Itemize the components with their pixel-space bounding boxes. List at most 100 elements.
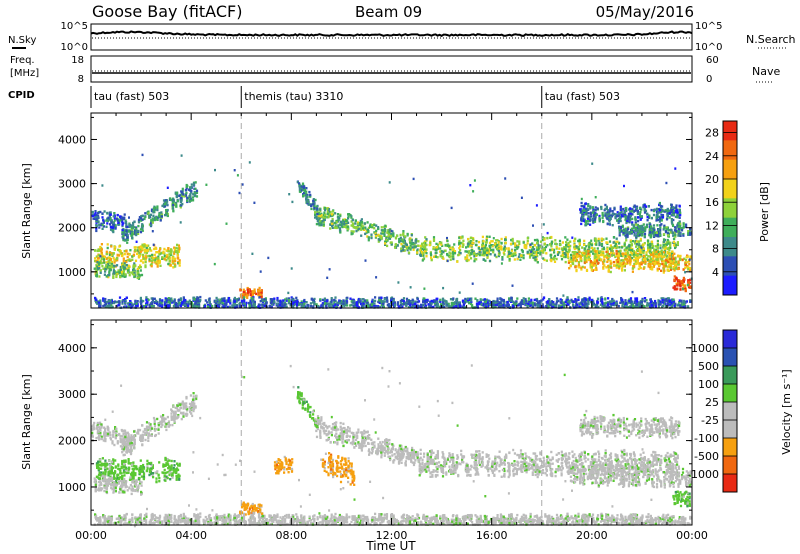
echo-cell	[323, 216, 326, 220]
echo-cell	[581, 251, 584, 254]
echo-cell	[102, 225, 105, 228]
echo-cell	[638, 226, 641, 229]
echo-cell	[636, 260, 639, 263]
echo-cell	[607, 265, 610, 268]
echo-cell	[621, 265, 624, 268]
echo-cell	[618, 241, 621, 245]
echo-cell	[580, 268, 583, 271]
echo-cell	[506, 255, 509, 258]
echo-cell	[112, 230, 115, 234]
echo-cell	[458, 239, 461, 243]
echo-cell	[581, 209, 584, 213]
echo-cell	[192, 193, 195, 196]
echo-cell	[676, 241, 679, 244]
echo-cell	[148, 254, 151, 258]
echo-cell	[612, 241, 615, 244]
echo-cell	[375, 234, 378, 238]
echo-cell	[638, 245, 641, 249]
echo-cell	[677, 225, 680, 229]
echo-cell	[636, 254, 639, 257]
echo-cell	[588, 245, 591, 248]
echo-cell	[653, 250, 656, 254]
echo-cell	[131, 233, 134, 236]
echo-cell	[115, 275, 118, 279]
echo-cell	[570, 253, 573, 257]
echo-cell	[334, 212, 337, 215]
echo-cell	[660, 258, 663, 261]
echo-cell	[419, 249, 422, 252]
echo-cell	[560, 300, 564, 303]
echo-cell	[146, 303, 149, 306]
echo-cell	[604, 207, 607, 211]
echo-cell	[626, 219, 629, 223]
echo-cell	[134, 259, 138, 262]
echo-cell	[325, 302, 328, 305]
echo-cell	[497, 249, 500, 253]
echo-cell	[682, 276, 685, 280]
echo-cell	[381, 229, 384, 232]
echo-cell	[193, 192, 196, 195]
echo-cell	[381, 232, 384, 235]
echo-cell	[411, 242, 414, 246]
echo-cell	[142, 261, 145, 264]
echo-cell	[172, 198, 175, 202]
echo-cell	[664, 261, 667, 265]
echo-cell	[387, 231, 390, 234]
echo-cell	[567, 245, 570, 248]
echo-cell	[627, 208, 630, 211]
echo-cell	[135, 227, 138, 231]
echo-cell	[409, 246, 412, 249]
echo-cell	[258, 289, 261, 293]
echo-cell	[608, 222, 611, 225]
echo-cell	[108, 253, 111, 256]
echo-cell	[115, 304, 119, 308]
echo-cell	[163, 203, 167, 206]
echo-cell	[672, 286, 675, 289]
echo-cell	[583, 209, 586, 212]
echo-cell	[150, 249, 153, 252]
echo-cell	[573, 252, 576, 256]
echo-cell	[119, 271, 122, 274]
echo-cell	[566, 238, 569, 241]
echo-cell	[113, 248, 116, 251]
echo-cell	[615, 266, 618, 269]
echo-cell	[637, 232, 640, 235]
echo-cell	[668, 216, 671, 219]
echo-cell	[684, 261, 687, 264]
echo-cell	[167, 250, 170, 253]
echo-cell	[597, 261, 600, 264]
echo-cell	[246, 294, 249, 297]
echo-cell	[662, 260, 665, 263]
echo-cell	[126, 258, 129, 262]
echo-cell	[621, 224, 624, 227]
echo-cell	[600, 258, 603, 261]
echo-cell	[97, 263, 101, 266]
echo-cell	[493, 254, 497, 257]
echo-cell	[663, 247, 666, 251]
echo-cell	[549, 236, 552, 239]
echo-cell	[513, 258, 516, 261]
echo-cell	[176, 247, 179, 250]
echo-cell	[98, 223, 101, 226]
echo-cell	[461, 245, 464, 248]
echo-cell	[100, 243, 103, 246]
echo-cell	[120, 275, 124, 278]
echo-cell	[561, 247, 564, 250]
echo-cell	[650, 208, 653, 212]
echo-cell	[643, 235, 646, 238]
echo-cell	[504, 241, 507, 244]
echo-cell	[577, 263, 580, 266]
echo-cell	[192, 182, 196, 185]
echo-cell	[481, 247, 484, 250]
echo-cell	[647, 205, 650, 208]
echo-cell	[195, 191, 199, 194]
echo-cell	[589, 205, 592, 208]
echo-cell	[542, 248, 545, 252]
echo-cell	[685, 255, 688, 259]
echo-band	[94, 295, 692, 309]
echo-cell	[452, 247, 455, 251]
echo-cell	[604, 214, 607, 217]
echo-cell	[439, 253, 442, 257]
echo-cell	[679, 254, 682, 258]
echo-cell	[620, 229, 623, 233]
